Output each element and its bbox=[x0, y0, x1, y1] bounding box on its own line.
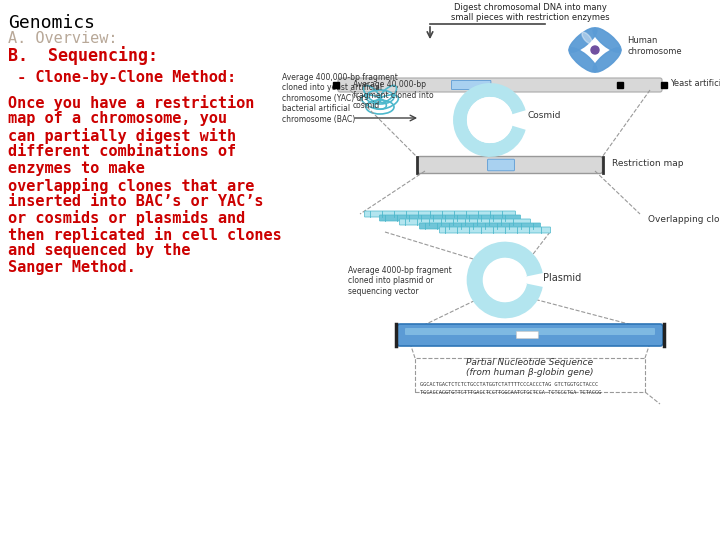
Ellipse shape bbox=[569, 48, 597, 72]
FancyBboxPatch shape bbox=[420, 223, 541, 229]
Text: Digest chromosomal DNA into many
small pieces with restriction enzymes: Digest chromosomal DNA into many small p… bbox=[451, 3, 609, 22]
FancyBboxPatch shape bbox=[364, 211, 516, 217]
FancyBboxPatch shape bbox=[487, 159, 514, 171]
Text: Plasmid: Plasmid bbox=[543, 273, 581, 283]
Text: Genomics: Genomics bbox=[8, 14, 95, 32]
Text: GGCACTGACTCTCTCTGCCTATGGTCTATTTTCCCACCCTAG GTCTGGTGCTACCC: GGCACTGACTCTCTCTGCCTATGGTCTATTTTCCCACCCT… bbox=[420, 382, 598, 387]
Text: Overlapping clones: Overlapping clones bbox=[648, 215, 720, 225]
FancyBboxPatch shape bbox=[379, 215, 521, 221]
Text: inserted into BAC’s or YAC’s: inserted into BAC’s or YAC’s bbox=[8, 194, 264, 209]
Ellipse shape bbox=[569, 28, 597, 52]
FancyBboxPatch shape bbox=[405, 328, 655, 335]
Ellipse shape bbox=[593, 48, 621, 72]
Text: map of a chromosome, you: map of a chromosome, you bbox=[8, 111, 227, 126]
FancyBboxPatch shape bbox=[439, 227, 551, 233]
Text: Average 40,000-bp
fragment cloned into
cosmid: Average 40,000-bp fragment cloned into c… bbox=[353, 80, 433, 110]
Text: Partial Nucleotide Sequence
(from human β-globin gene): Partial Nucleotide Sequence (from human … bbox=[467, 358, 594, 377]
Text: Average 4000-bp fragment
cloned into plasmid or
sequencing vector: Average 4000-bp fragment cloned into pla… bbox=[348, 266, 451, 296]
Text: Cosmid: Cosmid bbox=[528, 111, 562, 119]
Text: Restriction map: Restriction map bbox=[612, 159, 683, 167]
FancyBboxPatch shape bbox=[338, 78, 662, 92]
Text: TGCACCAGGTGTTCTTTGACCTCCTTGGCAATCTGCTCCA TCTCCCTGA TGTACGG: TGCACCAGGTGTTCTTTGACCTCCTTGGCAATCTGCTCCA… bbox=[420, 390, 601, 395]
FancyBboxPatch shape bbox=[400, 219, 531, 225]
Text: Sanger Method.: Sanger Method. bbox=[8, 260, 136, 275]
Text: then replicated in cell clones: then replicated in cell clones bbox=[8, 227, 282, 243]
Text: Yeast artificial chromosome: Yeast artificial chromosome bbox=[670, 78, 720, 87]
Circle shape bbox=[591, 46, 599, 54]
FancyBboxPatch shape bbox=[418, 157, 603, 173]
FancyBboxPatch shape bbox=[397, 324, 663, 346]
Text: overlapping clones that are: overlapping clones that are bbox=[8, 178, 254, 193]
FancyBboxPatch shape bbox=[451, 80, 491, 90]
Text: A. Overview:: A. Overview: bbox=[8, 31, 117, 46]
Text: Human
chromosome: Human chromosome bbox=[627, 36, 682, 56]
Ellipse shape bbox=[593, 28, 621, 52]
Text: or cosmids or plasmids and: or cosmids or plasmids and bbox=[8, 211, 246, 226]
Ellipse shape bbox=[582, 32, 592, 44]
Text: can partially digest with: can partially digest with bbox=[8, 128, 236, 144]
FancyBboxPatch shape bbox=[516, 332, 539, 339]
Text: and sequenced by the: and sequenced by the bbox=[8, 244, 191, 259]
Text: different combinations of: different combinations of bbox=[8, 145, 236, 159]
Text: Once you have a restriction: Once you have a restriction bbox=[8, 95, 254, 111]
Text: Average 400,000-bp fragment
cloned into yeast artificial
chromosome (YAC) or
bac: Average 400,000-bp fragment cloned into … bbox=[282, 73, 398, 124]
Text: - Clone-by-Clone Method:: - Clone-by-Clone Method: bbox=[8, 70, 236, 85]
Text: B.  Sequencing:: B. Sequencing: bbox=[8, 46, 158, 65]
Text: enzymes to make: enzymes to make bbox=[8, 161, 145, 176]
